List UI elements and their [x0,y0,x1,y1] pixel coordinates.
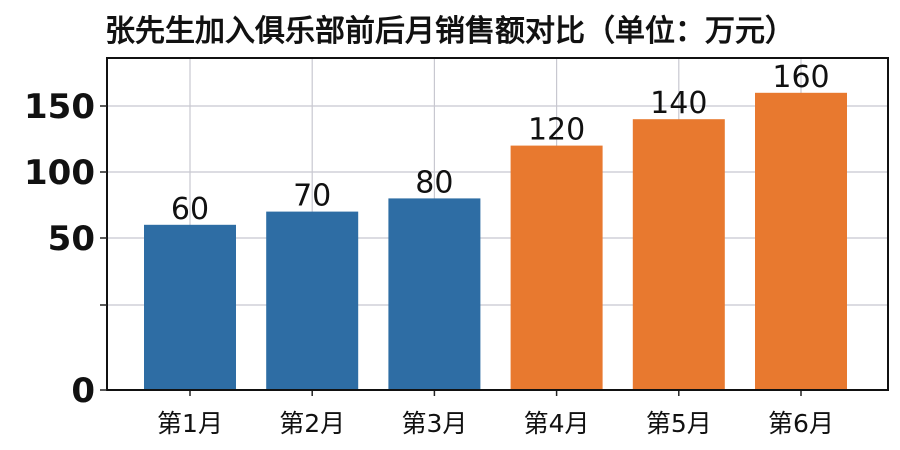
x-tick-label: 第6月 [768,409,834,438]
data-label: 160 [772,60,829,95]
bar [755,92,847,391]
x-tick-label: 第5月 [646,409,712,438]
data-label: 60 [171,192,209,227]
x-tick-label: 第2月 [279,409,345,438]
bar [632,119,725,390]
data-label: 70 [293,179,331,214]
y-tick-label: 150 [24,87,95,127]
y-tick-label: 100 [24,153,95,193]
bar [266,211,359,390]
x-tick-label: 第1月 [157,409,223,438]
bar [144,224,236,390]
data-label: 140 [650,86,707,121]
chart-title: 张先生加入俱乐部前后月销售额对比（单位：万元） [105,14,795,49]
bar [388,198,481,390]
y-tick-label: 0 [71,371,95,411]
x-tick-label: 第3月 [401,409,467,438]
data-label: 120 [528,113,585,148]
plot-frame [106,57,889,391]
x-tick-label: 第4月 [524,409,590,438]
bar [510,145,603,390]
y-tick-label: 50 [48,219,95,259]
data-label: 80 [415,165,453,200]
